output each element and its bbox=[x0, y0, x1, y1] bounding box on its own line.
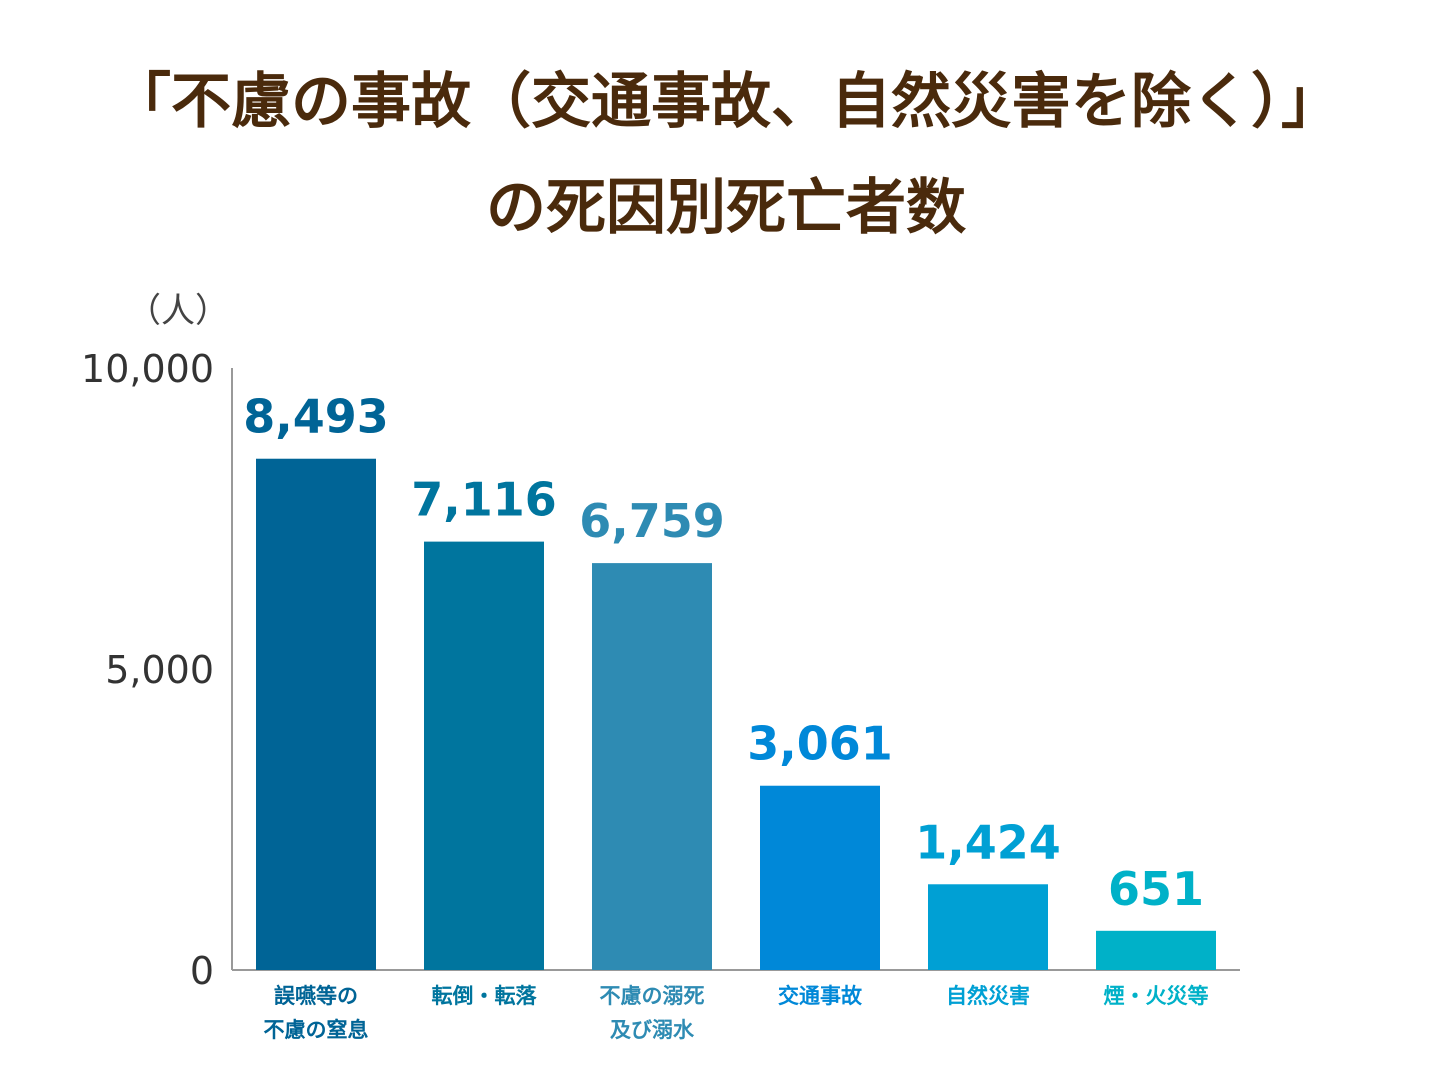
category-label: 不慮の窒息 bbox=[264, 1018, 369, 1042]
bar bbox=[760, 785, 880, 970]
category-label: 及び溺水 bbox=[610, 1018, 695, 1042]
bar bbox=[592, 563, 712, 970]
y-axis-unit-label: （人） bbox=[127, 291, 229, 331]
y-tick-label: 5,000 bbox=[105, 648, 214, 692]
bar-value-label: 6,759 bbox=[579, 494, 725, 548]
bar-value-label: 3,061 bbox=[747, 717, 893, 771]
category-label: 煙・火災等 bbox=[1104, 984, 1209, 1008]
y-tick-label: 10,000 bbox=[81, 347, 214, 391]
bar-value-label: 1,424 bbox=[915, 815, 1061, 869]
bar bbox=[256, 458, 376, 970]
category-label: 不慮の溺死 bbox=[600, 984, 705, 1008]
bar bbox=[424, 541, 544, 970]
bar-value-label: 7,116 bbox=[411, 473, 557, 527]
category-label: 自然災害 bbox=[946, 984, 1030, 1008]
bar-value-label: 651 bbox=[1108, 862, 1204, 916]
category-label: 交通事故 bbox=[778, 984, 863, 1008]
bar bbox=[1096, 930, 1216, 970]
chart-title-line1: 「不慮の事故（交通事故、自然災害を除く）」 bbox=[111, 67, 1341, 137]
chart-title-line2: の死因別死亡者数 bbox=[486, 173, 966, 243]
bar-value-label: 8,493 bbox=[243, 390, 389, 444]
bar bbox=[928, 884, 1048, 970]
category-label: 誤嚥等の bbox=[274, 984, 358, 1008]
y-tick-label: 0 bbox=[190, 949, 214, 993]
category-label: 転倒・転落 bbox=[432, 984, 538, 1008]
